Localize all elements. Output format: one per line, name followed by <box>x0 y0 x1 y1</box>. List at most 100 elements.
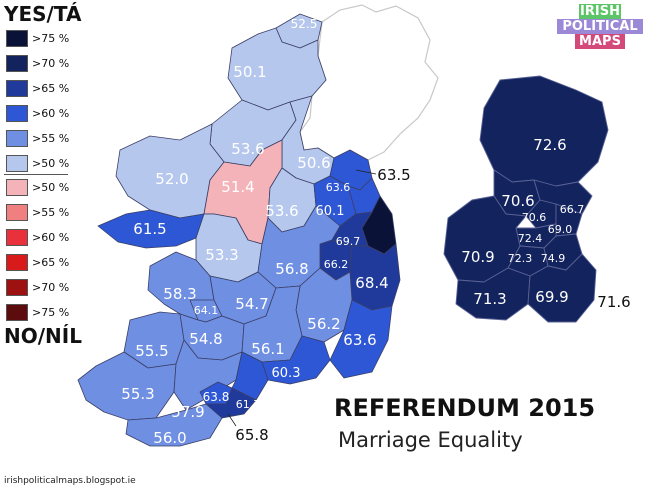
label-sligo-leitrim: 53.6 <box>231 140 264 158</box>
legend-swatch <box>6 80 28 97</box>
legend-swatch <box>6 105 28 122</box>
label-dublin-southeast: 74.9 <box>541 252 566 265</box>
legend-swatch <box>6 279 28 296</box>
legend-label: >70 % <box>32 281 70 294</box>
label-limerick: 54.8 <box>189 330 222 348</box>
label-cork-southeast: 65.8 <box>235 426 268 444</box>
label-roscommon: 51.4 <box>221 178 254 196</box>
label-cork-southcentral: 61.7 <box>236 398 261 411</box>
legend-swatch <box>6 179 28 196</box>
label-dublin-northcentral: 70.6 <box>522 211 547 224</box>
label-kerry-north: 55.5 <box>135 342 168 360</box>
legend-label: >55 % <box>32 132 70 145</box>
legend-label: >70 % <box>32 57 70 70</box>
label-donegal: 50.1 <box>233 63 266 81</box>
label-waterford: 60.3 <box>272 366 301 381</box>
label-tipperary-north: 54.7 <box>235 295 268 313</box>
label-limerick-city: 64.1 <box>194 304 219 317</box>
legend-swatch <box>6 204 28 221</box>
label-mayo: 52.0 <box>155 170 188 188</box>
label-meath-east: 63.6 <box>326 181 351 194</box>
legend-label: >60 % <box>32 231 70 244</box>
label-galway-west: 61.5 <box>133 220 166 238</box>
label-dublin-southwest: 71.3 <box>473 290 506 308</box>
dublin-northeast <box>533 179 593 215</box>
label-louth: 63.5 <box>377 166 410 184</box>
legend-label: >55 % <box>32 206 70 219</box>
label-tipperary-south: 56.1 <box>251 340 284 358</box>
legend-swatch <box>6 30 28 47</box>
legend-item: >55 % <box>6 200 69 225</box>
label-wexford: 63.6 <box>343 331 376 349</box>
legend-item: >50 % <box>6 175 69 200</box>
legend-item: >75 % <box>6 300 69 325</box>
legend-swatch <box>6 130 28 147</box>
irish-political-maps-logo: IRISH POLITICAL MAPS <box>557 4 643 49</box>
label-longford-westmeath: 53.6 <box>265 202 298 220</box>
label-dublin-fingal: 72.6 <box>533 136 566 154</box>
legend-item: >60 % <box>6 101 69 126</box>
legend-label: >65 % <box>32 82 70 95</box>
label-cork-southwest: 56.0 <box>153 429 186 447</box>
label-carlow-kilkenny: 56.2 <box>307 315 340 333</box>
legend-label: >50 % <box>32 181 70 194</box>
label-dublin-central: 72.4 <box>518 232 543 245</box>
legend-item: >65 % <box>6 76 69 101</box>
map-subtitle: Marriage Equality <box>338 428 523 452</box>
region-cork-southwest <box>125 403 223 447</box>
label-kildare-south: 66.2 <box>324 258 349 271</box>
label-kildare-north: 69.7 <box>336 235 361 248</box>
legend-divider <box>4 174 68 175</box>
label-clare: 58.3 <box>163 285 196 303</box>
map-title: REFERENDUM 2015 <box>334 394 596 422</box>
logo-line-2: POLITICAL <box>557 19 643 34</box>
legend-item: >70 % <box>6 275 69 300</box>
label-dun-laoghaire: 71.6 <box>597 293 630 311</box>
legend-label: >75 % <box>32 32 70 45</box>
legend-yes-title: YES/TÁ <box>4 2 82 26</box>
legend-item: >55 % <box>6 126 69 151</box>
label-offaly: 56.8 <box>275 260 308 278</box>
label-kerry-south: 55.3 <box>121 385 154 403</box>
legend-item: >70 % <box>6 51 69 76</box>
legend-label: >65 % <box>32 256 70 269</box>
logo-line-1: IRISH <box>579 4 621 19</box>
dublin-west <box>443 195 527 283</box>
legend-swatch <box>6 155 28 172</box>
label-wicklow: 68.4 <box>355 274 388 292</box>
legend-no-title: NO/NÍL <box>4 324 82 348</box>
legend-swatch <box>6 304 28 321</box>
legend-item: >65 % <box>6 250 69 275</box>
label-dublin-west: 70.9 <box>461 248 494 266</box>
legend-yes: >75 % >70 % >65 % >60 % >55 % >50 % <box>6 26 69 176</box>
label-cork-northwest: 57.9 <box>171 403 204 421</box>
label-donegal-ne: 52.5 <box>291 17 318 31</box>
legend-swatch <box>6 229 28 246</box>
region-waterford <box>261 335 331 385</box>
label-dublin-southcentral: 72.3 <box>508 252 533 265</box>
label-dublin-south: 69.9 <box>535 288 568 306</box>
legend-label: >60 % <box>32 107 70 120</box>
region-wexford <box>329 299 393 379</box>
label-dublin-bay-north: 69.0 <box>548 223 573 236</box>
dublin-fingal <box>479 75 609 187</box>
legend-label: >75 % <box>32 306 70 319</box>
legend-swatch <box>6 55 28 72</box>
label-cavan-monaghan: 50.6 <box>297 154 330 172</box>
label-cork-northcentral: 63.8 <box>203 390 230 404</box>
legend-item: >75 % <box>6 26 69 51</box>
logo-line-3: MAPS <box>575 34 625 49</box>
label-meath-west: 60.1 <box>316 204 345 219</box>
legend-swatch <box>6 254 28 271</box>
legend-item: >60 % <box>6 225 69 250</box>
label-dublin-northwest: 70.6 <box>501 192 534 210</box>
source-credit: irishpoliticalmaps.blogspot.ie <box>4 476 136 486</box>
dublin-south <box>527 253 597 323</box>
legend-label: >50 % <box>32 157 70 170</box>
legend-no: >50 % >55 % >60 % >65 % >70 % >75 % <box>6 175 69 325</box>
label-galway-east: 53.3 <box>205 246 238 264</box>
legend-item: >50 % <box>6 151 69 176</box>
northern-ireland-outline <box>299 4 439 161</box>
label-dublin-northeast: 66.7 <box>560 203 585 216</box>
